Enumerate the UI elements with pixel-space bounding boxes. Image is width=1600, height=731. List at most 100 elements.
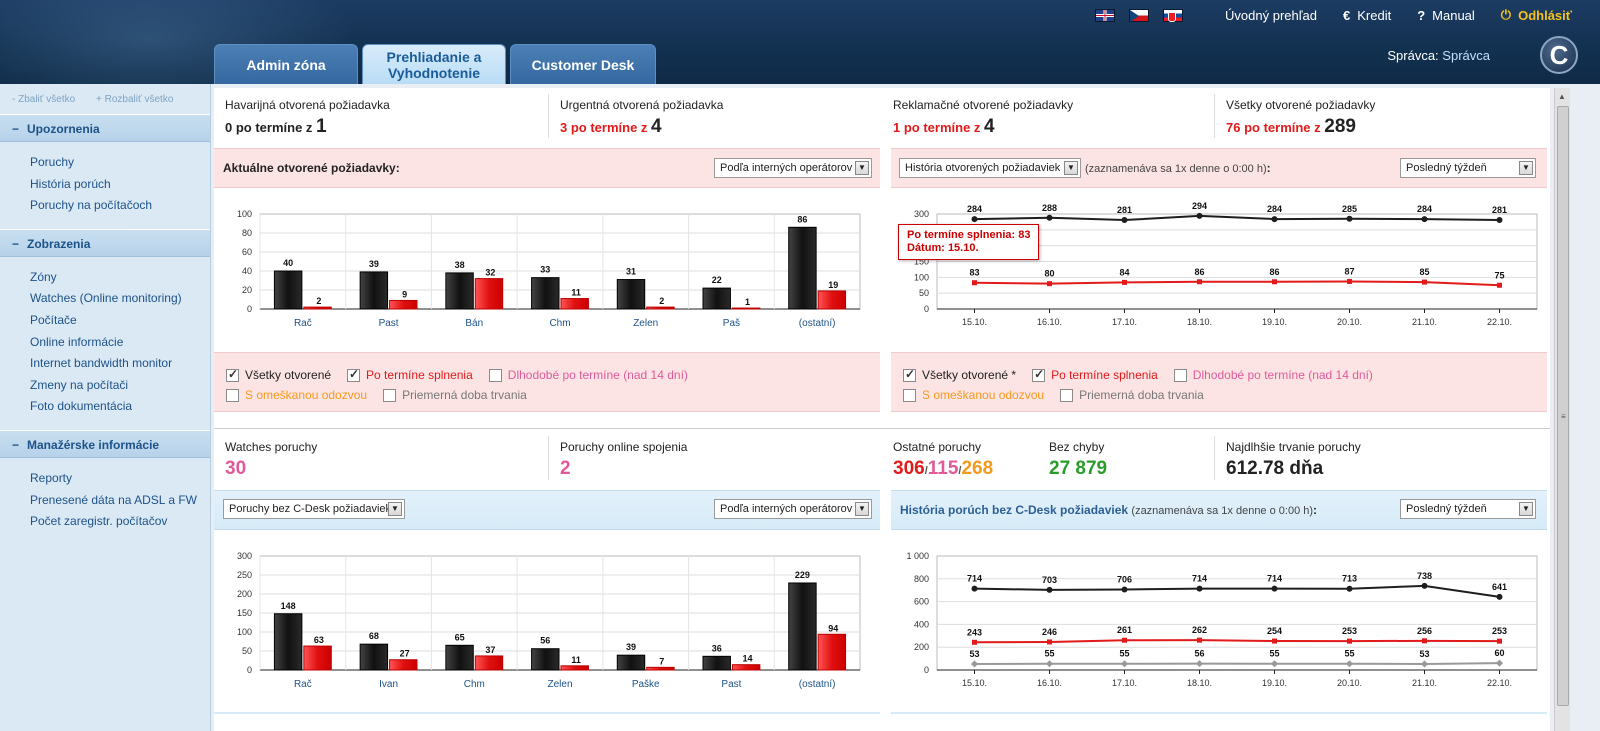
logout-link[interactable]: ⏻ Odhlásiť [1500,7,1572,23]
data-point[interactable] [971,585,978,592]
data-point[interactable] [1497,638,1502,644]
bar[interactable] [445,644,474,671]
data-point[interactable] [1422,638,1427,644]
bar[interactable] [731,664,761,671]
checkbox[interactable] [903,388,916,402]
tab-admin-zone[interactable]: Admin zóna [214,44,358,84]
checkbox[interactable] [226,388,239,402]
overview-link[interactable]: Úvodný prehľad [1225,7,1317,23]
sidebar-section-0[interactable]: − Upozornenia [0,114,210,142]
filter-checkbox[interactable]: Priemerná doba trvania [383,388,543,402]
data-point[interactable] [1197,637,1202,643]
data-point[interactable] [1046,214,1053,221]
data-point[interactable] [1496,217,1503,224]
bar[interactable] [616,279,646,310]
data-point[interactable] [972,280,977,286]
checkbox[interactable] [1173,368,1187,382]
data-point[interactable] [1346,585,1353,592]
bar[interactable] [646,306,675,310]
data-point[interactable] [1122,279,1127,285]
series-line[interactable] [974,662,1500,665]
data-point[interactable] [1347,638,1352,644]
bar[interactable] [474,278,504,310]
bar[interactable] [359,643,389,671]
faults-period-select[interactable]: Posledný týždeň ▼ [1400,499,1536,519]
data-point[interactable] [1497,282,1502,288]
sidebar-item[interactable]: Poruchy na počítačoch [30,198,153,213]
sidebar-item[interactable]: Zmeny na počítači [30,377,129,392]
bar[interactable] [731,307,761,310]
faults-select[interactable]: Poruchy bez C-Desk požiadaviek ▼ [223,499,405,519]
checkbox[interactable] [1060,388,1074,402]
bar[interactable] [646,666,675,671]
bar[interactable] [788,226,817,310]
data-point[interactable] [1196,585,1203,592]
sidebar-section-1[interactable]: − Zobrazenia [0,228,210,257]
data-point[interactable] [971,216,978,223]
sidebar-item[interactable]: Prenesené dáta na ADSL a FW [30,492,197,507]
data-point[interactable] [1271,585,1278,592]
period-select[interactable]: Posledný týždeň ▼ [1400,158,1536,178]
sidebar-item[interactable]: Online informácie [30,334,124,349]
data-point[interactable] [1197,279,1202,285]
sidebar-item[interactable]: Poruchy [30,155,75,169]
data-point[interactable] [1121,586,1128,593]
sidebar-item[interactable]: Watches (Online monitoring) [30,291,182,306]
sidebar-item[interactable]: Zóny [30,269,57,284]
bar[interactable] [445,272,474,310]
filter-checkbox[interactable]: Po termíne splnenia [1032,367,1174,382]
data-point[interactable] [1047,639,1052,645]
bar[interactable] [531,648,560,671]
data-point[interactable] [1196,212,1203,219]
checkbox[interactable] [1032,367,1046,382]
sidebar-section-2[interactable]: − Manažérske informácie [0,429,210,458]
tab-customer-desk[interactable]: Customer Desk [510,44,656,84]
data-point[interactable] [970,660,979,668]
data-point[interactable] [1122,637,1127,643]
bar[interactable] [702,287,731,310]
manual-link[interactable]: ? Manual [1417,7,1475,23]
tab-browse-evaluate[interactable]: Prehliadanie a Vyhodnotenie [362,44,506,84]
checkbox[interactable] [903,367,916,382]
filter-checkbox[interactable]: Po termíne splnenia [347,367,489,382]
bar[interactable] [273,613,303,671]
collapse-all-link[interactable]: - Zbaliť všetko [12,94,76,105]
sidebar-item[interactable]: Počet zaregistr. počítačov [30,514,168,529]
filter-checkbox[interactable]: S omeškanou odozvou [226,388,383,402]
bar[interactable] [389,299,418,310]
series-line[interactable] [974,584,1500,598]
filter-checkbox[interactable]: Všetky otvorené * [903,367,1032,382]
data-point[interactable] [1047,281,1052,287]
bar[interactable] [616,654,646,671]
data-point[interactable] [1121,217,1128,224]
credit-link[interactable]: € Kredit [1343,7,1392,23]
expand-all-link[interactable]: + Rozbaliť všetko [96,94,174,105]
bar[interactable] [531,277,560,310]
bar[interactable] [389,659,418,671]
bar[interactable] [560,298,589,310]
data-point[interactable] [972,639,977,645]
data-point[interactable] [1421,582,1428,589]
bar[interactable] [303,645,332,671]
bar[interactable] [474,655,504,671]
data-point[interactable] [1046,586,1053,593]
flag-sk-icon[interactable] [1163,8,1184,22]
flag-en-icon[interactable] [1095,8,1116,22]
flag-cz-icon[interactable] [1129,8,1150,22]
checkbox[interactable] [488,368,502,382]
data-point[interactable] [1272,279,1277,285]
data-point[interactable] [1421,216,1428,223]
faults-operators-select[interactable]: Podľa interných operátorov ▼ [714,499,872,519]
data-point[interactable] [1347,278,1352,284]
filter-checkbox[interactable]: Dlhodobé po termíne (nad 14 dní) [1173,368,1389,382]
vertical-scrollbar[interactable]: ▲ ≡ [1554,88,1570,731]
bar[interactable] [359,271,389,310]
series-line[interactable] [974,214,1500,222]
bar[interactable] [702,655,731,671]
series-line[interactable] [974,280,1500,287]
bar[interactable] [817,633,847,671]
data-point[interactable] [1346,215,1353,222]
checkbox[interactable] [347,367,361,382]
bar[interactable] [788,582,817,671]
checkbox[interactable] [226,367,239,382]
